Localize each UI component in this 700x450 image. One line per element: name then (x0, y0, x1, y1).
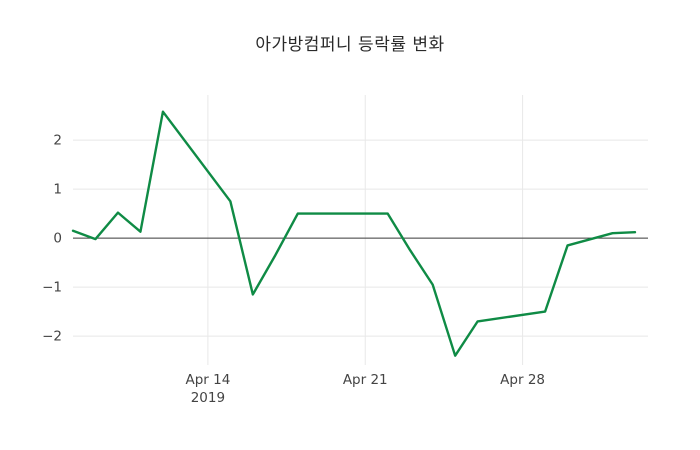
series-line (71, 110, 637, 357)
x-tick-label: Apr 14 (185, 372, 230, 388)
x-tick-year-label: 2019 (191, 390, 225, 406)
y-tick-label: −1 (42, 280, 62, 296)
chart-title: 아가방컴퍼니 등락률 변화 (255, 35, 445, 55)
x-tick-label: Apr 21 (343, 372, 388, 388)
y-tick-label: 0 (53, 231, 62, 247)
y-axis-tick-labels: −2 −1 0 1 2 (42, 133, 62, 345)
x-tick-label: Apr 28 (500, 372, 545, 388)
y-tick-label: −2 (42, 329, 62, 345)
y-tick-label: 2 (53, 133, 62, 149)
y-tick-label: 1 (53, 182, 62, 198)
x-axis-tick-labels: Apr 14 2019 Apr 21 Apr 28 (185, 372, 545, 406)
